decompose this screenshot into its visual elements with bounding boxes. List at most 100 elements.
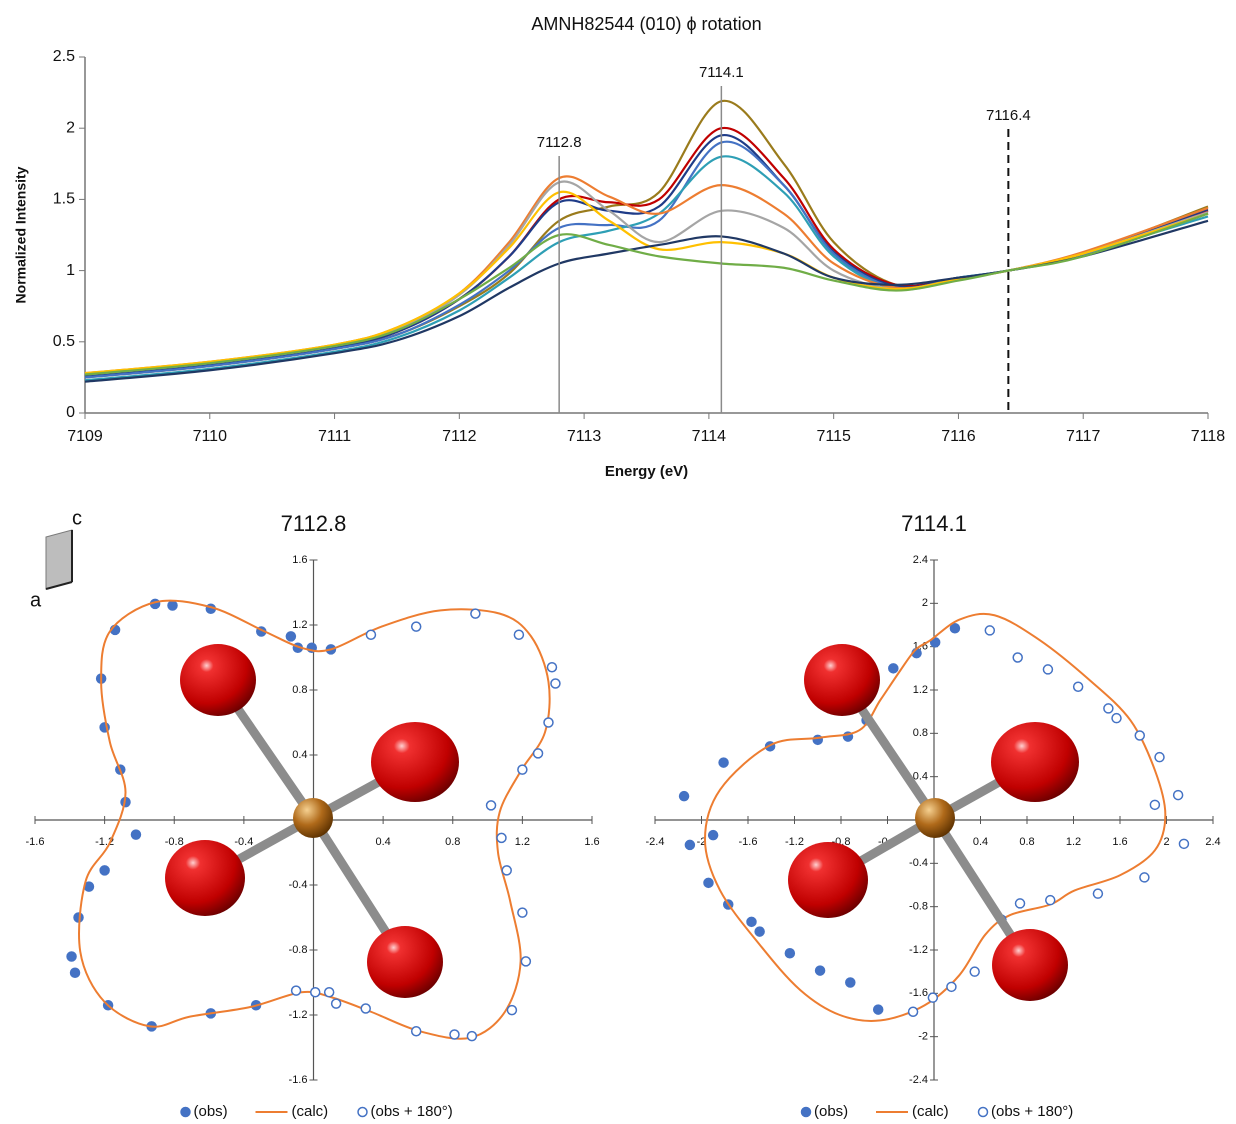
obs-point: [816, 966, 825, 975]
y-tick-label: 0: [66, 404, 75, 421]
obs-180-point: [1093, 889, 1102, 898]
chart-title: 7114.1: [901, 511, 967, 536]
chart-title: 7112.8: [281, 511, 347, 536]
obs-point: [785, 949, 794, 958]
obs-point: [286, 632, 295, 641]
obs-180-point: [497, 833, 506, 842]
obs-180-point: [292, 986, 301, 995]
obs-180-point: [947, 982, 956, 991]
x-tick-label: -2.4: [646, 836, 665, 848]
obs-180-point: [547, 663, 556, 672]
obs-180-point: [487, 801, 496, 810]
x-tick-label: 1.2: [515, 836, 530, 848]
y-tick-label: 1.2: [913, 684, 928, 696]
energy-marker-label: 7114.1: [699, 64, 744, 81]
obs-180-point: [518, 908, 527, 917]
obs-180-point: [1104, 704, 1113, 713]
obs-180-point: [502, 866, 511, 875]
obs-180-point: [1179, 839, 1188, 848]
obs-180-point: [361, 1004, 370, 1013]
y-tick-label: 0.4: [292, 749, 307, 761]
legend-swatch: [358, 1108, 367, 1117]
axis-c-label: c: [72, 507, 82, 529]
obs-180-point: [467, 1032, 476, 1041]
obs-180-point: [1155, 753, 1164, 762]
x-tick-label: -0.4: [234, 836, 253, 848]
obs-180-point: [544, 718, 553, 727]
y-tick-label: -1.6: [289, 1074, 308, 1086]
legend-label: (obs): [814, 1103, 848, 1120]
spectrum-line: [85, 181, 1208, 374]
obs-point: [950, 624, 959, 633]
x-tick-label: 7112: [442, 428, 477, 445]
obs-180-point: [450, 1030, 459, 1039]
y-tick-label: 2.4: [913, 554, 928, 566]
spectrum-line: [85, 135, 1208, 376]
obs-point: [67, 952, 76, 961]
x-tick-label: -0.8: [165, 836, 184, 848]
y-tick-label: 2.5: [53, 48, 75, 65]
obs-180-point: [1013, 653, 1022, 662]
obs-point: [719, 758, 728, 767]
obs-180-point: [471, 609, 480, 618]
obs-point: [889, 664, 898, 673]
legend-label: (obs): [194, 1103, 228, 1120]
obs-point: [709, 831, 718, 840]
obs-180-point: [1112, 714, 1121, 723]
x-tick-label: 1.2: [1066, 836, 1081, 848]
x-tick-label: -1.6: [26, 836, 45, 848]
obs-point: [685, 840, 694, 849]
x-tick-label: -1.6: [739, 836, 758, 848]
obs-180-point: [366, 630, 375, 639]
obs-180-point: [1174, 791, 1183, 800]
obs-180-point: [985, 626, 994, 635]
y-tick-label: -2.4: [909, 1074, 928, 1086]
obs-180-point: [1043, 665, 1052, 674]
obs-180-point: [970, 967, 979, 976]
x-tick-label: 7115: [816, 428, 851, 445]
x-tick-label: 0.4: [375, 836, 390, 848]
y-tick-label: -0.4: [909, 857, 928, 869]
obs-point: [846, 978, 855, 987]
x-axis-label: Energy (eV): [605, 463, 688, 480]
energy-marker-label: 7112.8: [537, 134, 582, 151]
legend-swatch: [802, 1108, 811, 1117]
molecule-left: [165, 644, 459, 998]
chart-title: AMNH82544 (010) ϕ rotation: [531, 14, 761, 34]
y-tick-label: 1.5: [53, 191, 75, 208]
obs-180-point: [909, 1007, 918, 1016]
obs-180-point: [1140, 873, 1149, 882]
obs-180-point: [1016, 899, 1025, 908]
x-tick-label: 1.6: [584, 836, 599, 848]
obs-180-point: [551, 679, 560, 688]
x-tick-label: 7111: [318, 428, 351, 445]
obs-180-point: [1135, 731, 1144, 740]
y-tick-label: -1.6: [909, 987, 928, 999]
obs-180-point: [534, 749, 543, 758]
x-tick-label: 7117: [1066, 428, 1101, 445]
obs-point: [71, 968, 80, 977]
spectrum-line: [85, 142, 1208, 378]
obs-180-point: [1074, 682, 1083, 691]
y-tick-label: 1.2: [292, 619, 307, 631]
obs-180-point: [514, 630, 523, 639]
obs-180-point: [412, 622, 421, 631]
y-tick-label: -0.4: [289, 879, 308, 891]
legend-swatch: [979, 1108, 988, 1117]
y-tick-label: -0.8: [909, 901, 928, 913]
obs-180-point: [311, 988, 320, 997]
spectrum-line: [85, 128, 1208, 376]
crystal-axes-icon: c a: [30, 507, 82, 611]
x-tick-label: 7110: [193, 428, 228, 445]
obs-180-point: [412, 1027, 421, 1036]
obs-180-point: [1150, 800, 1159, 809]
obs-180-point: [507, 1006, 516, 1015]
x-tick-label: 7118: [1191, 428, 1226, 445]
energy-marker-label: 7116.4: [986, 107, 1031, 124]
obs-point: [100, 866, 109, 875]
spectrum-line: [85, 192, 1208, 373]
y-axis-label: Normalized Intensity: [13, 166, 29, 303]
obs-point: [704, 878, 713, 887]
x-tick-label: -1.2: [785, 836, 804, 848]
obs-point: [755, 927, 764, 936]
